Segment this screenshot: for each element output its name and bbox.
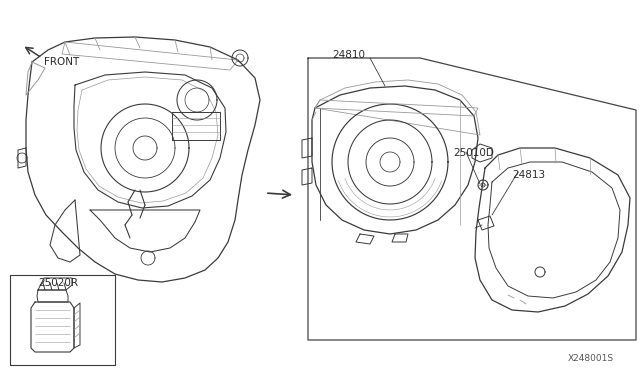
Text: 24813: 24813 [512,170,545,180]
Text: 25020R: 25020R [38,278,78,288]
Text: 24810: 24810 [332,50,365,60]
Text: FRONT: FRONT [44,57,79,67]
Text: X248001S: X248001S [568,354,614,363]
Text: 25010D: 25010D [453,148,494,158]
